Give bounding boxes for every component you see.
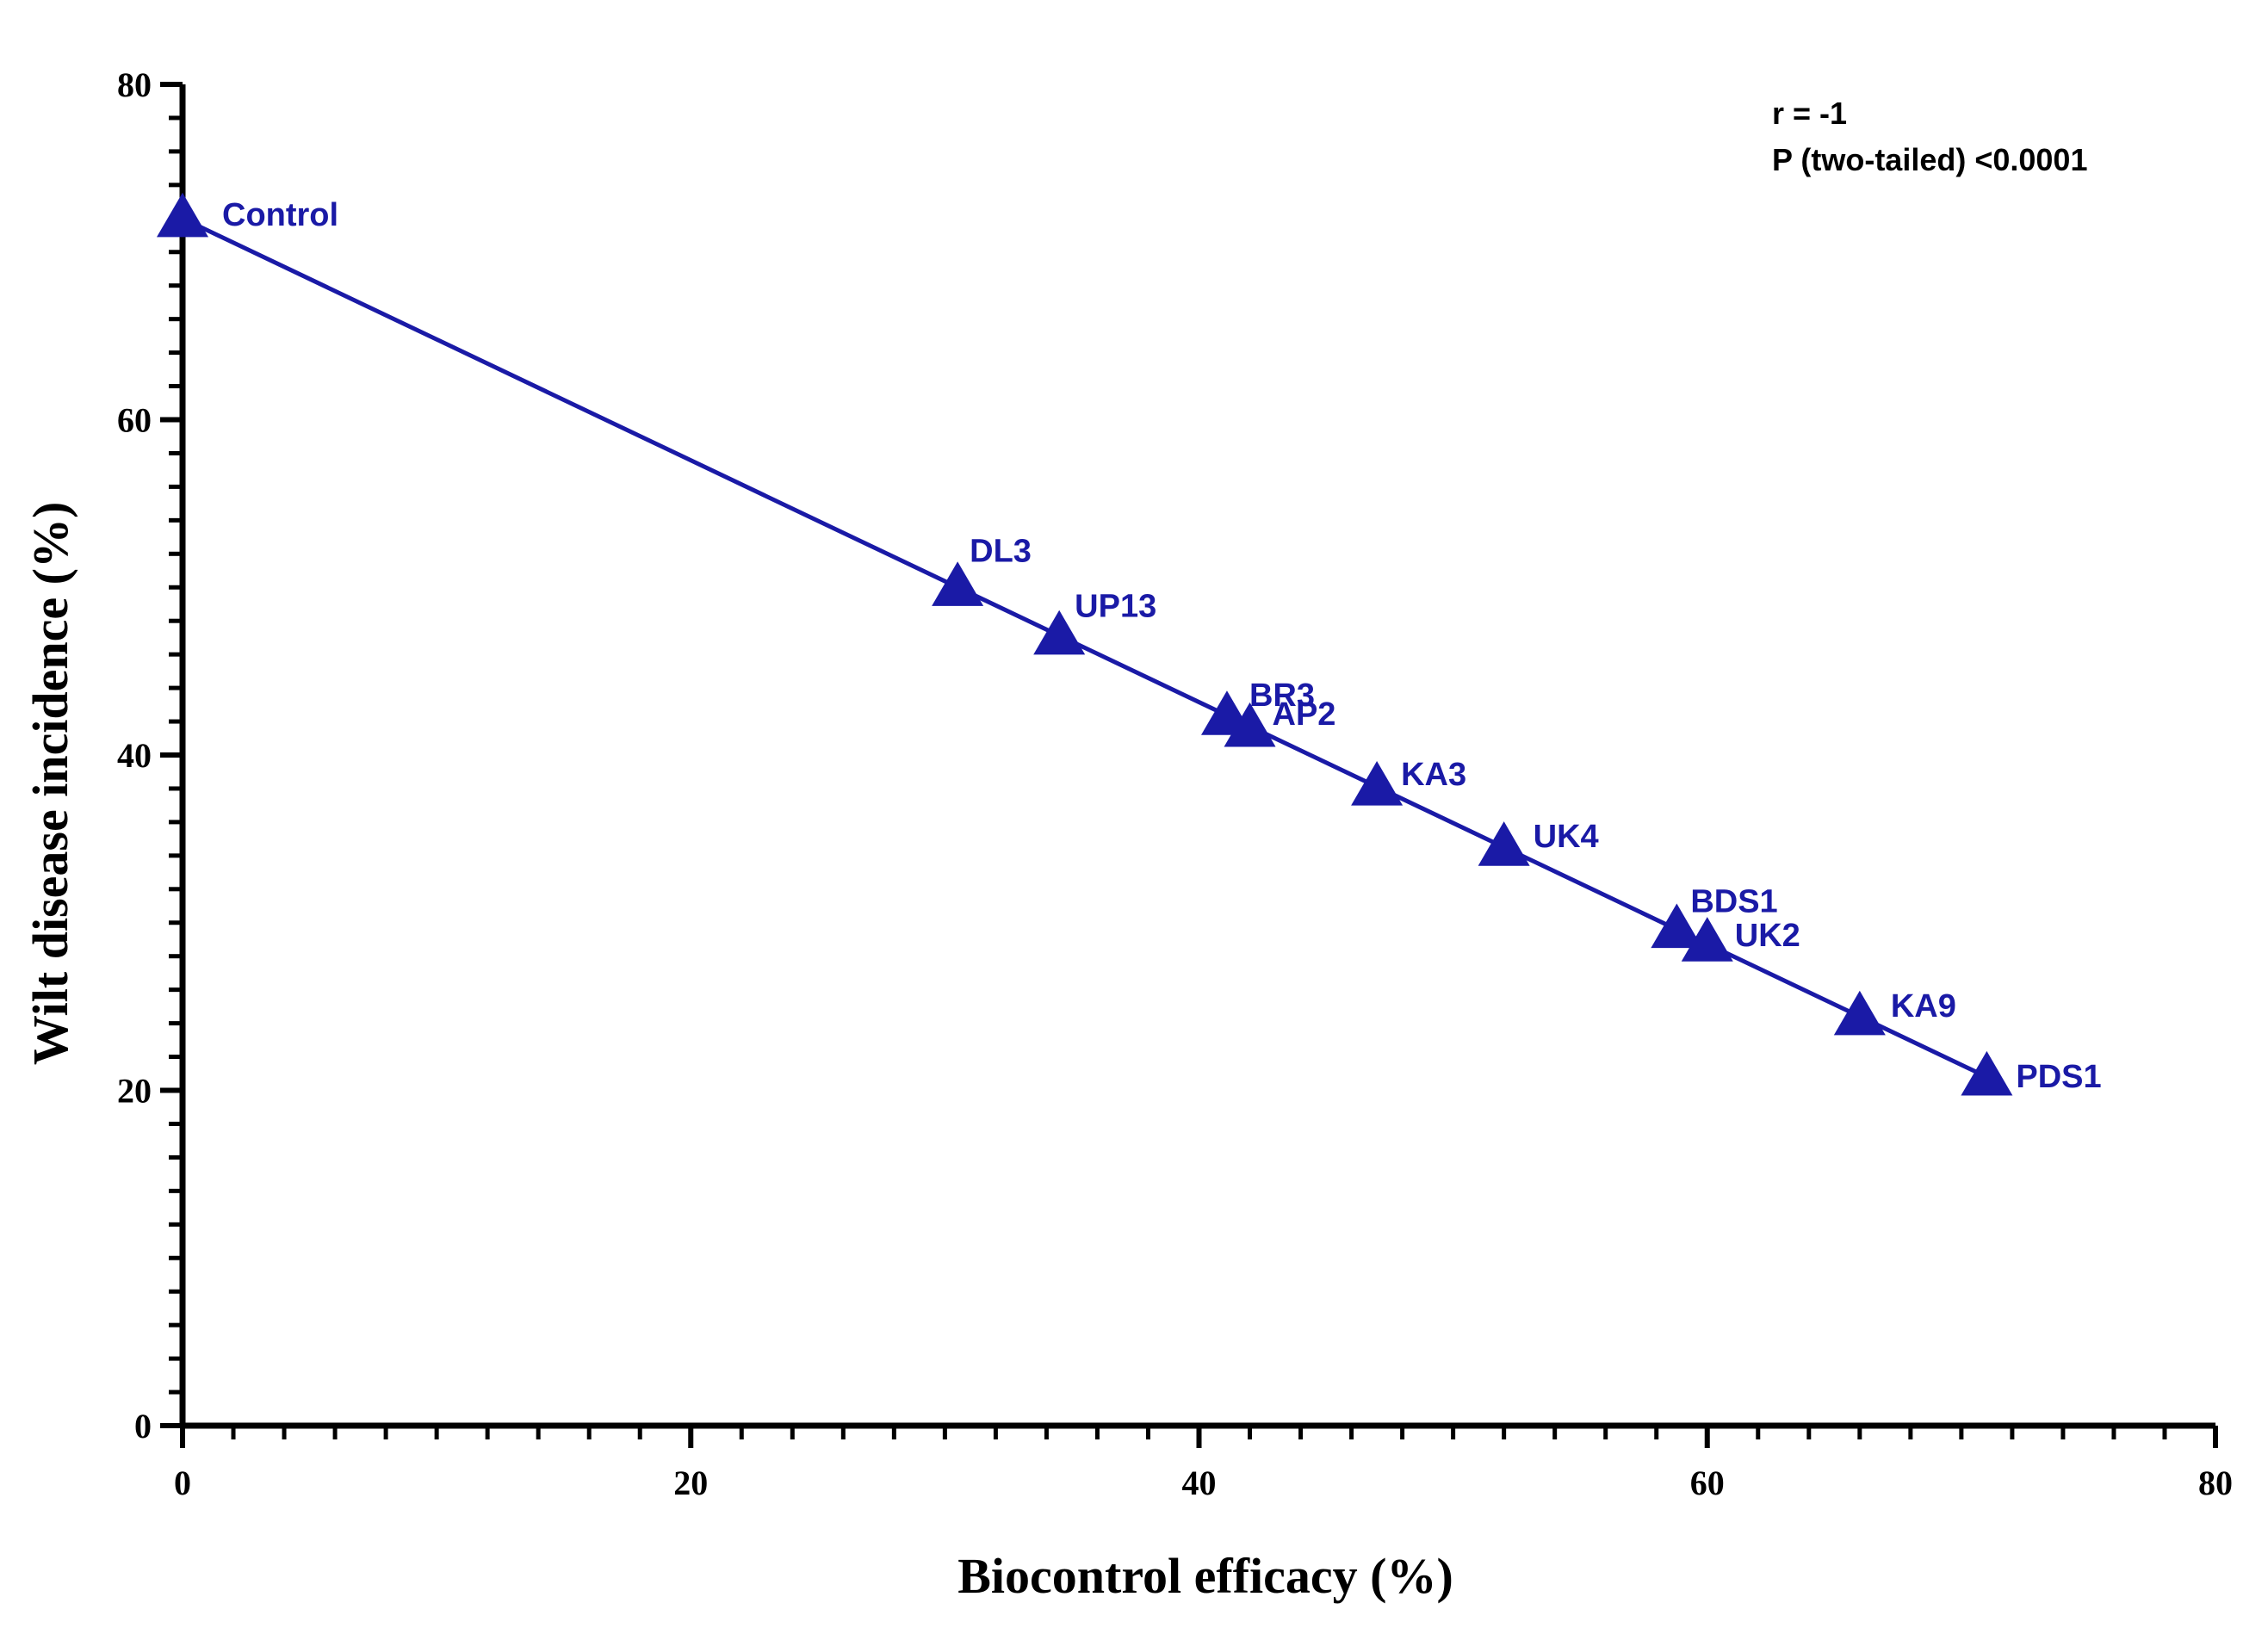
x-tick-label: 40	[1182, 1464, 1217, 1502]
data-point-marker	[1651, 903, 1703, 949]
x-tick-label: 0	[174, 1464, 191, 1502]
data-point-marker	[1681, 917, 1733, 962]
x-tick-label: 20	[673, 1464, 708, 1502]
data-point-label: KA3	[1401, 757, 1466, 793]
data-point-marker	[1833, 990, 1886, 1036]
axes: 0 20 40 60 80 0 20 40 60 80	[117, 65, 2233, 1502]
data-point-marker	[1478, 821, 1530, 866]
x-axis-title: Biocontrol efficacy (%)	[957, 1548, 1453, 1604]
data-point-marker	[1033, 610, 1086, 655]
y-tick-label: 80	[117, 65, 152, 104]
data-point-marker	[1961, 1050, 2013, 1096]
data-point-marker	[157, 192, 208, 238]
stat-annotation-r: r = -1	[1772, 96, 1847, 131]
data-point-marker	[1224, 702, 1276, 747]
data-point-label: UK4	[1534, 819, 1599, 855]
data-point-marker	[1351, 761, 1404, 806]
y-tick-label: 40	[117, 736, 152, 775]
stat-annotation-p: P (two-tailed) <0.0001	[1772, 142, 2087, 177]
data-point-marker	[932, 561, 984, 606]
y-axis-title: Wilt disease incidence (%)	[22, 502, 78, 1066]
data-point-label: PDS1	[2016, 1059, 2101, 1095]
data-point-label: KA9	[1891, 988, 1956, 1024]
data-point-label: AP2	[1273, 696, 1336, 733]
data-point-label: UP13	[1075, 589, 1156, 625]
y-tick-label: 0	[134, 1407, 152, 1445]
data-point-label: DL3	[970, 533, 1032, 569]
data-point-label: BDS1	[1690, 884, 1777, 920]
y-tick-label: 60	[117, 401, 152, 440]
y-tick-label: 20	[117, 1072, 152, 1111]
data-point-label: UK2	[1735, 918, 1800, 954]
x-tick-label: 80	[2198, 1464, 2233, 1502]
x-tick-label: 60	[1690, 1464, 1725, 1502]
data-points	[157, 192, 2013, 1096]
data-point-label: Control	[222, 197, 338, 233]
data-point-label: BR3	[1249, 678, 1315, 714]
